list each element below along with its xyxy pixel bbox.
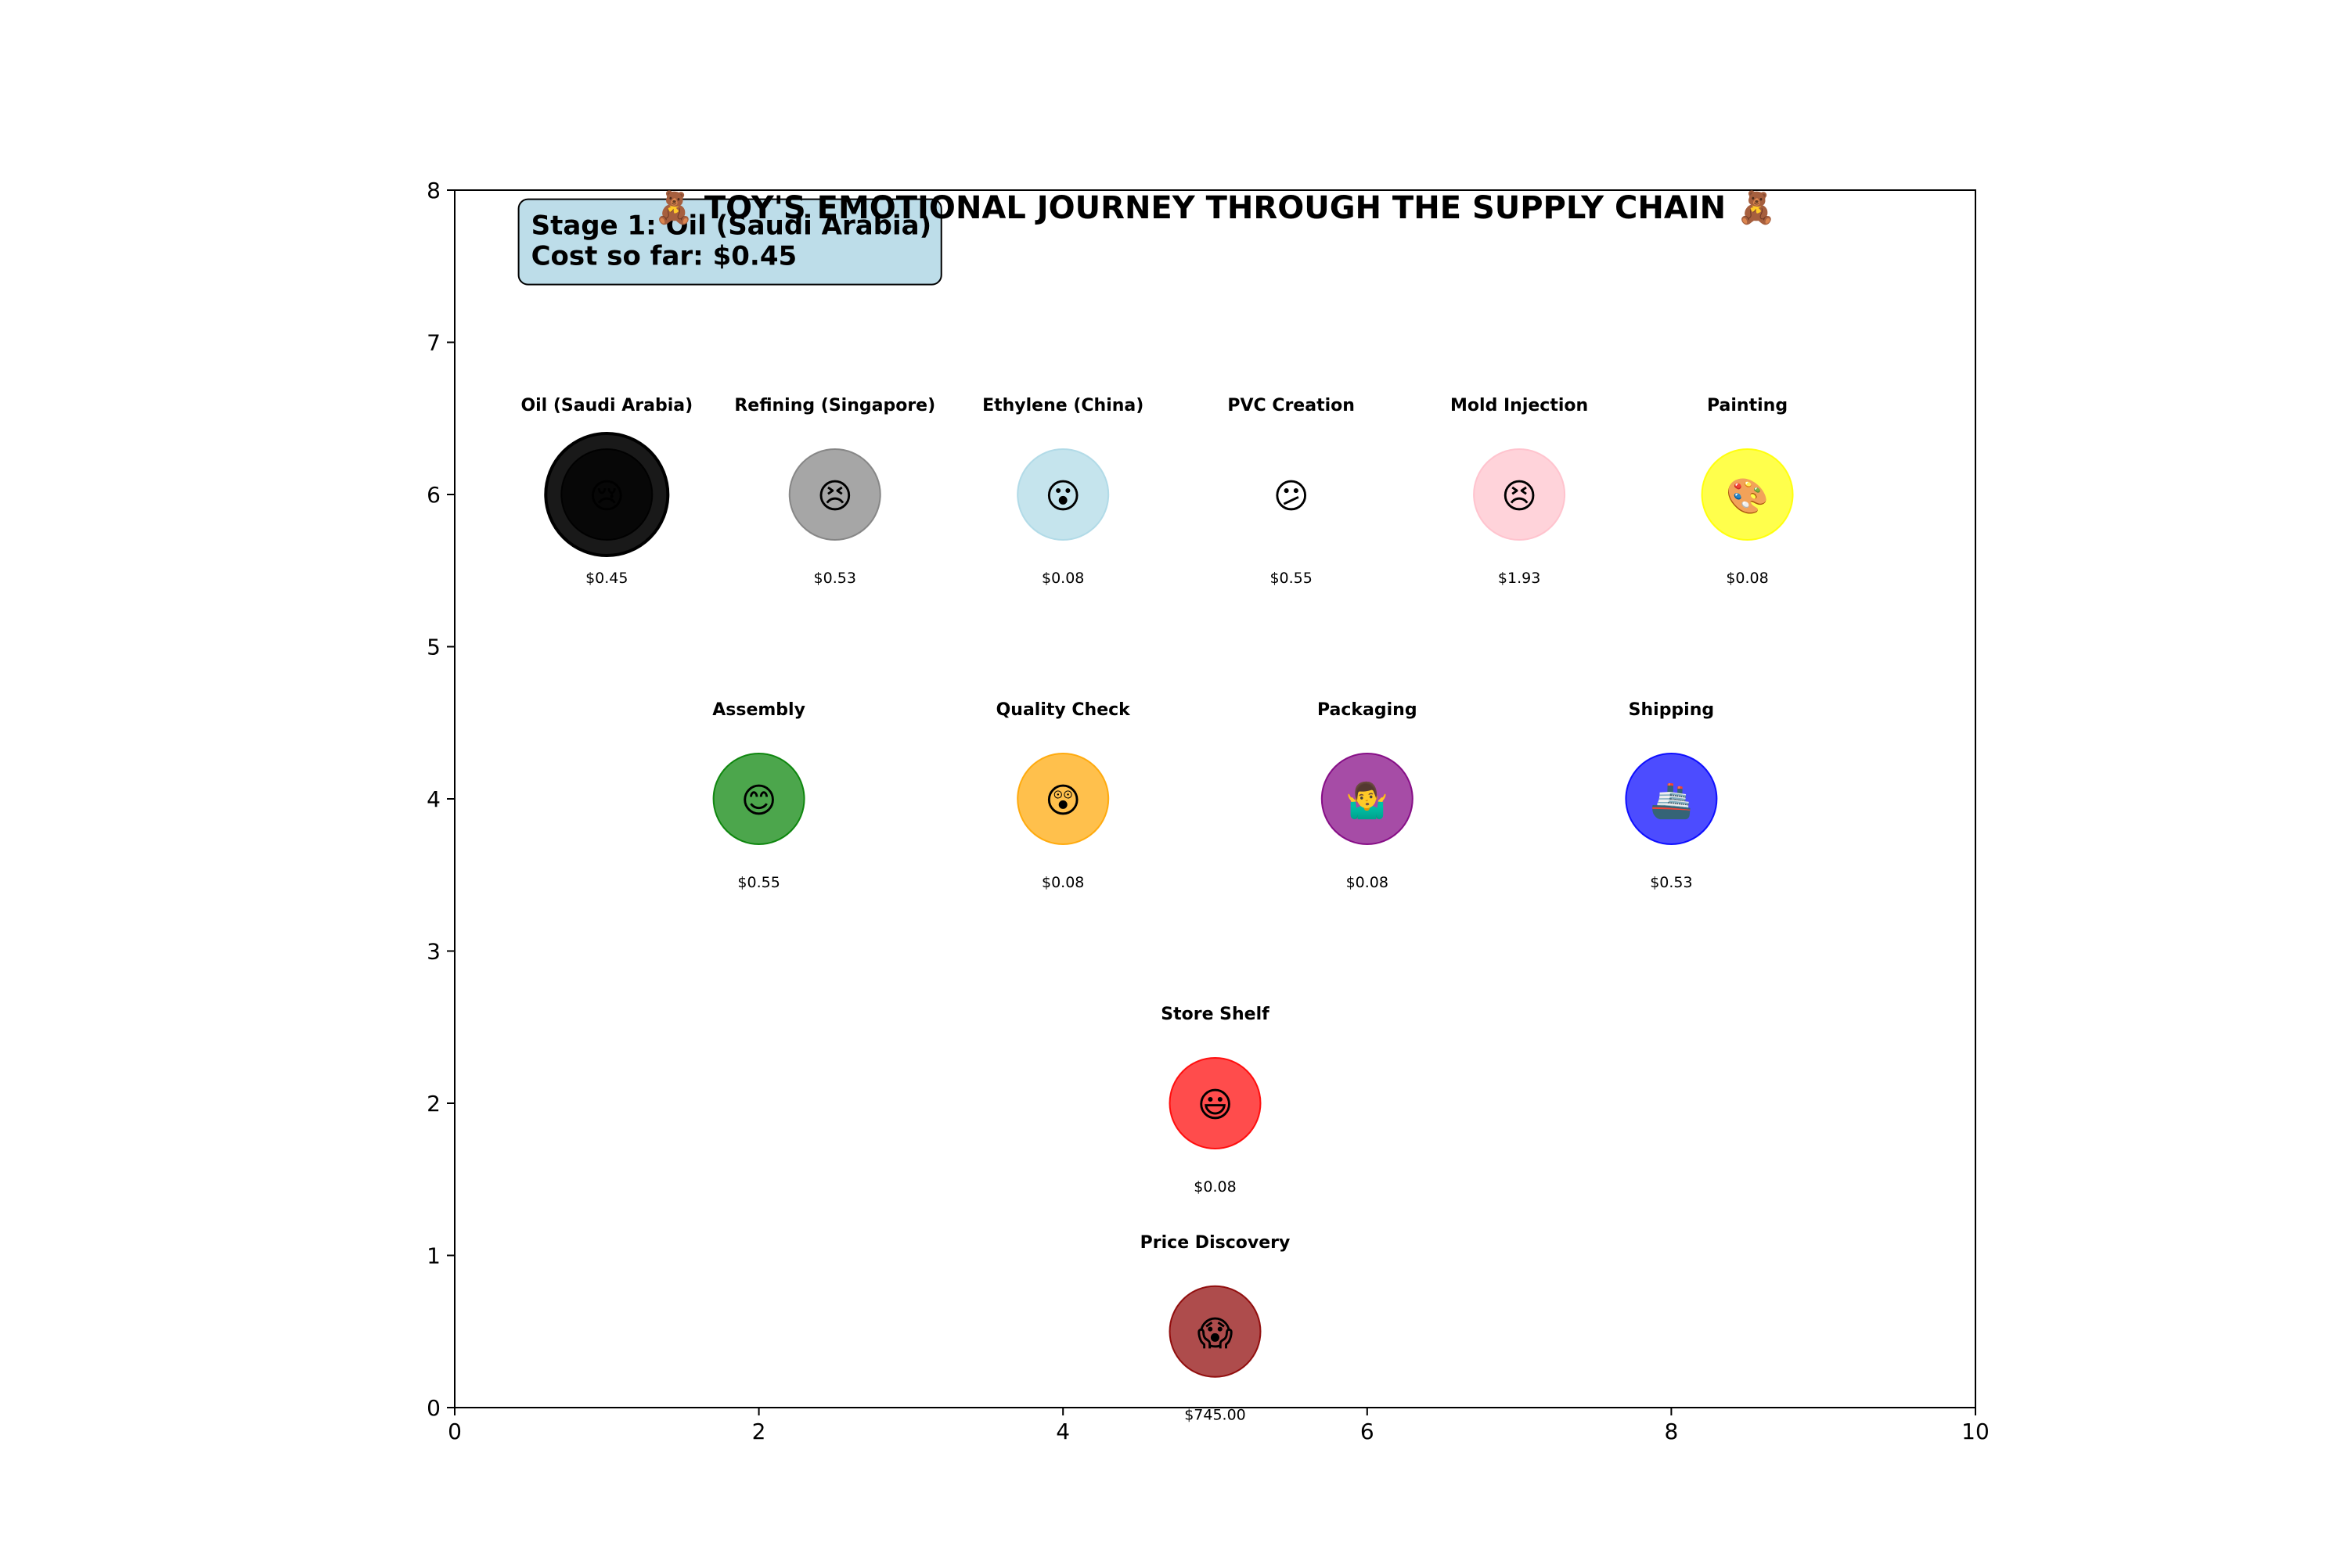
stage-cost: $1.93 [1498,570,1540,587]
stage-label: Painting [1707,396,1788,415]
stage-emoji: 😕 [1273,477,1309,516]
stage-label: Refining (Singapore) [734,396,935,415]
stage-point: 🤷‍♂ Packaging $0.08 [1317,700,1417,891]
stage-point: 🚢 Shipping $0.53 [1625,700,1718,891]
stage-marker [1701,448,1794,541]
stage-emoji: 😱 [1197,1314,1233,1354]
x-tick-label: 6 [1360,1419,1374,1444]
y-tick-label: 6 [427,482,441,508]
stage-marker [1244,448,1338,541]
stage-point: 😢 Oil (Saudi Arabia) $0.45 [520,396,693,587]
stage-marker [1320,753,1413,845]
stage-cost: $0.08 [1726,570,1768,587]
y-tick-label: 8 [427,178,441,203]
stage-emoji: 😢 [589,477,625,516]
stage-marker [1017,448,1110,541]
stage-cost: $0.53 [1650,874,1692,891]
stage-label: Ethylene (China) [982,396,1143,415]
x-tick-label: 10 [1961,1419,1990,1444]
stage-point: 😕 PVC Creation $0.55 [1227,396,1355,587]
stage-point: 😲 Quality Check $0.08 [996,700,1132,891]
y-tick-label: 2 [427,1091,441,1117]
stage-cost: $0.45 [585,570,628,587]
stage-label: Store Shelf [1161,1005,1269,1024]
stage-emoji: 🎨 [1726,475,1769,516]
stage-point: 😃 Store Shelf $0.08 [1161,1005,1269,1196]
stage-point: 🎨 Painting $0.08 [1701,396,1794,587]
y-tick-label: 1 [427,1243,441,1269]
stage-marker [1473,448,1566,541]
stage-cost: $0.55 [737,874,780,891]
stage-emoji: 😣 [1501,477,1537,516]
stage-emoji: 🚢 [1650,781,1693,821]
stage-marker [1169,1285,1262,1378]
stage-point: 😊 Assembly $0.55 [712,700,805,891]
stage-point: 😮 Ethylene (China) $0.08 [982,396,1143,587]
stage-marker [712,753,805,845]
stage-point: 😣 Refining (Singapore) $0.53 [734,396,935,587]
stage-label: Price Discovery [1140,1233,1291,1253]
y-tick-label: 5 [427,635,441,660]
stage-label: Assembly [712,700,805,720]
x-tick-label: 0 [448,1419,462,1444]
x-tick-label: 4 [1056,1419,1070,1444]
stage-marker [1625,753,1718,845]
stage-label: Packaging [1317,700,1417,720]
stage-marker [788,448,881,541]
stage-cost: $745.00 [1184,1407,1246,1424]
stage-label: Quality Check [996,700,1132,720]
stage-label: PVC Creation [1227,396,1355,415]
x-tick-label: 8 [1664,1419,1678,1444]
stage-label: Oil (Saudi Arabia) [520,396,693,415]
stage-emoji: 😃 [1197,1085,1233,1125]
stage-cost: $0.08 [1042,874,1084,891]
stage-emoji: 😊 [741,781,777,821]
stage-label: Mold Injection [1450,396,1588,415]
chart-title: 🧸 TOY'S EMOTIONAL JOURNEY THROUGH THE SU… [654,189,1776,226]
stage-cost: $0.08 [1346,874,1388,891]
stage-marker [1169,1057,1262,1149]
stage-label: Shipping [1629,700,1715,720]
stage-cost: $0.08 [1042,570,1084,587]
y-tick-label: 7 [427,330,441,356]
y-tick-label: 0 [427,1395,441,1421]
stage-emoji: 😮 [1045,477,1081,516]
x-tick-label: 2 [752,1419,766,1444]
stage-cost: $0.08 [1194,1178,1236,1196]
info-box [517,198,942,286]
info-box-stage: Stage 1: Oil (Saudi Arabia) [531,210,932,242]
stage-emoji: 😲 [1045,781,1081,821]
stage-cost: $0.53 [814,570,856,587]
stage-cost: $0.55 [1269,570,1312,587]
stage-emoji: 😣 [817,477,853,516]
stage-point: 😱 Price Discovery $745.00 [1140,1233,1291,1424]
y-tick-label: 4 [427,786,441,812]
stage-emoji: 🤷‍♂ [1345,779,1388,821]
stage-marker [1017,753,1110,845]
stage-marker [560,448,654,541]
info-box-cost: Cost so far: $0.45 [531,241,798,272]
y-tick-label: 3 [427,939,441,965]
stage-point: 😣 Mold Injection $1.93 [1450,396,1588,587]
